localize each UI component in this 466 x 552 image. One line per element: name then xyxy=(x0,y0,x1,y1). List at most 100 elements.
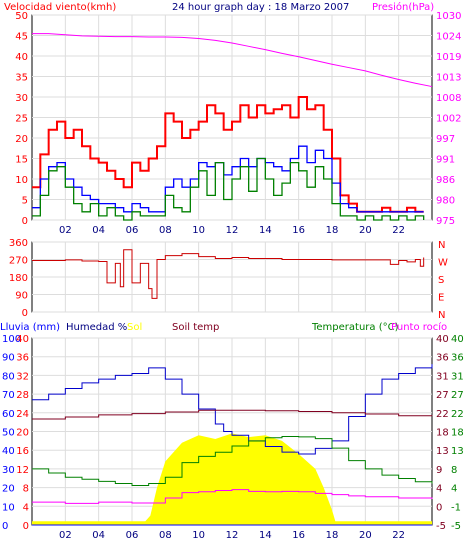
temp-y-tick-label: 9 xyxy=(436,465,442,476)
humidity-y-tick-label: 0 xyxy=(2,521,8,532)
x-tick-label: 14 xyxy=(259,225,272,236)
x-tick-label: 12 xyxy=(226,530,239,541)
soil-temp-series-line xyxy=(32,409,433,420)
rain-y-tick-label: 16 xyxy=(16,446,29,457)
wind-series-line xyxy=(32,157,425,221)
humidity-y-tick-label: 90 xyxy=(2,353,15,364)
direction-series-line xyxy=(32,249,425,299)
x-tick-label: 14 xyxy=(259,530,272,541)
x-tick-label: 16 xyxy=(292,225,305,236)
pressure-y-tick-label: 1030 xyxy=(436,11,461,22)
humidity-y-tick-label: 10 xyxy=(2,502,15,513)
compass-label: E xyxy=(438,293,444,304)
dewpoint-y-tick-label: -5 xyxy=(451,521,461,532)
temp-y-tick-label: 4 xyxy=(436,484,442,495)
x-tick-label: 10 xyxy=(192,530,205,541)
rain-y-tick-label: 4 xyxy=(23,502,29,513)
rain-y-tick-label: 28 xyxy=(16,390,29,401)
x-tick-label: 22 xyxy=(392,225,405,236)
x-tick-label: 08 xyxy=(159,225,172,236)
x-tick-label: 04 xyxy=(92,530,105,541)
x-tick-label: 22 xyxy=(392,530,405,541)
temp-y-tick-label: 36 xyxy=(436,353,449,364)
temp-y-tick-label: 31 xyxy=(436,371,449,382)
wind-axis-label: Velocidad viento(kmh) xyxy=(4,2,116,13)
wind-y-tick-label: 0 xyxy=(22,216,28,227)
pressure-series-line xyxy=(32,33,433,88)
compass-label: N xyxy=(438,310,445,321)
temp-y-tick-label: -5 xyxy=(436,521,446,532)
dewpoint-y-tick-label: 36 xyxy=(451,353,464,364)
wind-y-tick-label: 35 xyxy=(15,73,28,84)
temp-y-tick-label: 40 xyxy=(436,334,449,345)
temp-y-tick-label: 0 xyxy=(436,502,442,513)
x-tick-label: 20 xyxy=(359,225,372,236)
wind-y-tick-label: 5 xyxy=(22,196,28,207)
pressure-y-tick-label: 997 xyxy=(436,134,455,145)
humidity-y-tick-label: 70 xyxy=(2,390,15,401)
compass-label: S xyxy=(438,275,444,286)
dewpoint-y-tick-label: 22 xyxy=(451,409,464,420)
dewpoint-series-line xyxy=(32,489,433,504)
humidity-y-tick-label: 80 xyxy=(2,371,15,382)
pressure-y-tick-label: 986 xyxy=(436,175,455,186)
x-tick-label: 04 xyxy=(92,225,105,236)
humidity-y-tick-label: 60 xyxy=(2,409,15,420)
wind-y-tick-label: 30 xyxy=(15,93,28,104)
wind-y-tick-label: 40 xyxy=(15,52,28,63)
dewpoint-y-tick-label: 8 xyxy=(451,465,457,476)
chart-title: 24 hour graph day : 18 Marzo 2007 xyxy=(172,2,349,13)
dewpoint-y-tick-label: 40 xyxy=(451,334,464,345)
pressure-y-tick-label: 1002 xyxy=(436,114,461,125)
humidity-y-tick-label: 100 xyxy=(2,334,21,345)
wind-y-tick-label: 20 xyxy=(15,134,28,145)
sun-area xyxy=(32,433,432,525)
rain-y-tick-label: 8 xyxy=(23,484,29,495)
humidity-y-tick-label: 20 xyxy=(2,484,15,495)
dewpoint-y-tick-label: 27 xyxy=(451,390,464,401)
wind-y-tick-label: 15 xyxy=(15,155,28,166)
pressure-y-tick-label: 1019 xyxy=(436,52,461,63)
direction-y-tick-label: 360 xyxy=(9,238,28,249)
wind-y-tick-label: 50 xyxy=(15,11,28,22)
x-tick-label: 16 xyxy=(292,530,305,541)
temp-y-tick-label: 22 xyxy=(436,409,449,420)
pressure-y-tick-label: 1013 xyxy=(436,73,461,84)
pressure-y-tick-label: 1024 xyxy=(436,32,461,43)
soil-temp-legend-label: Soil temp xyxy=(172,322,219,333)
rain-y-tick-label: 12 xyxy=(16,465,29,476)
temperature-series-line xyxy=(32,435,433,487)
x-tick-label: 02 xyxy=(59,530,72,541)
x-tick-label: 18 xyxy=(326,225,339,236)
x-tick-label: 18 xyxy=(326,530,339,541)
temp-y-tick-label: 18 xyxy=(436,428,449,439)
pressure-y-tick-label: 975 xyxy=(436,216,455,227)
tick-layer: 0510152025303540455097598098699199710021… xyxy=(2,11,464,541)
x-tick-label: 02 xyxy=(59,225,72,236)
compass-label: N xyxy=(438,240,445,251)
rain-y-tick-label: 24 xyxy=(16,409,29,420)
direction-y-tick-label: 270 xyxy=(9,256,28,267)
data-layer xyxy=(32,33,433,526)
rain-y-tick-label: 20 xyxy=(16,428,29,439)
rain-y-tick-label: 36 xyxy=(16,353,29,364)
x-tick-label: 12 xyxy=(226,225,239,236)
humidity-y-tick-label: 50 xyxy=(2,428,15,439)
compass-label: W xyxy=(438,258,448,269)
humidity-y-tick-label: 40 xyxy=(2,446,15,457)
dewpoint-y-tick-label: 4 xyxy=(451,484,457,495)
humidity-series-line xyxy=(32,364,433,455)
dewpoint-y-tick-label: -1 xyxy=(451,502,461,513)
x-tick-label: 08 xyxy=(159,530,172,541)
humidity-legend-label: Humedad % xyxy=(66,322,127,333)
x-tick-label: 06 xyxy=(126,530,139,541)
x-tick-label: 20 xyxy=(359,530,372,541)
x-tick-label: 06 xyxy=(126,225,139,236)
humidity-y-tick-label: 30 xyxy=(2,465,15,476)
wind-y-tick-label: 45 xyxy=(15,32,28,43)
dewpoint-legend-label: Punto rocío xyxy=(391,321,447,333)
rain-y-tick-label: 0 xyxy=(23,521,29,532)
dewpoint-y-tick-label: 13 xyxy=(451,446,464,457)
dewpoint-y-tick-label: 18 xyxy=(451,428,464,439)
